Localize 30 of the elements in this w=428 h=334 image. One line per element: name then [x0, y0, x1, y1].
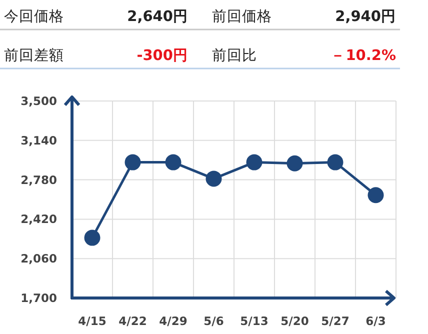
- x-tick-label: 5/27: [321, 314, 350, 328]
- point: [286, 155, 303, 172]
- y-tick-label: 3,140: [20, 133, 57, 148]
- point: [124, 154, 141, 170]
- point: [206, 170, 222, 187]
- text: －10.2%: [330, 48, 396, 64]
- point: [246, 154, 262, 170]
- point: [368, 187, 384, 204]
- y-tick-label: 3,500: [20, 94, 57, 108]
- text: 前回価格: [212, 8, 272, 25]
- y-tick-label: 2,420: [20, 212, 57, 226]
- x-tick-label: 4/22: [118, 314, 147, 328]
- y-tick-label: 2,060: [20, 252, 57, 266]
- x-tick-label: 4/29: [159, 314, 188, 328]
- text: 前回比: [212, 47, 257, 64]
- y-tick-label: 2,780: [20, 172, 57, 187]
- point: [327, 154, 344, 170]
- y-tick-label: 1,700: [20, 291, 57, 305]
- point: [165, 154, 182, 170]
- text: 今回価格: [4, 8, 64, 25]
- x-tick-label: 5/13: [240, 314, 268, 328]
- text: 2,640円: [127, 9, 188, 25]
- x-tick-label: 4/15: [78, 314, 106, 328]
- x-tick-label: 6/3: [366, 314, 386, 328]
- text: -300円: [136, 48, 188, 64]
- x-tick-label: 5/6: [204, 314, 224, 328]
- text: 前回差額: [4, 47, 64, 64]
- text: 2,940円: [335, 9, 396, 25]
- point: [84, 230, 100, 246]
- x-tick-label: 5/20: [280, 314, 309, 328]
